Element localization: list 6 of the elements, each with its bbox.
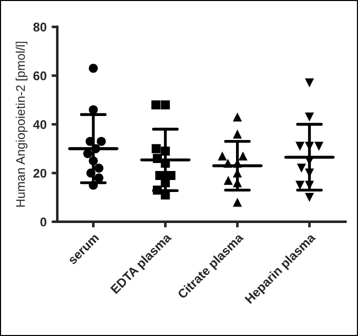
- y-tick-label: 40: [33, 120, 46, 129]
- y-tick-label: 80: [33, 22, 46, 32]
- y-tick-label: 60: [33, 71, 46, 80]
- y-tick-label: 20: [33, 168, 46, 178]
- y-axis-title: Human Angiopoietin-2 [pmol/l]: [16, 42, 28, 207]
- y-tick-label: 0: [40, 218, 46, 226]
